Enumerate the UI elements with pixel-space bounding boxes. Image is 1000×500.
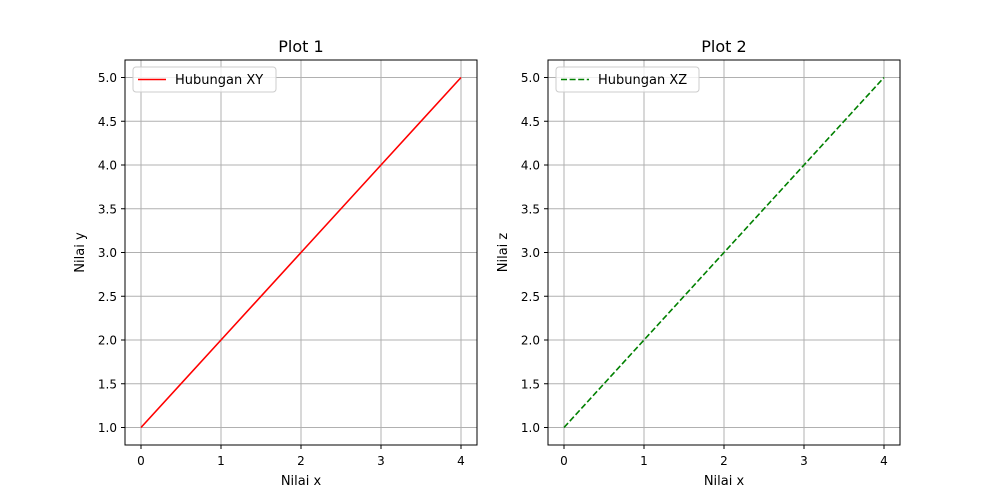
legend: Hubungan XZ [555,66,700,93]
x-tick-label: 4 [457,454,465,468]
y-tick-label: 4.0 [98,159,117,173]
x-tick-label: 3 [800,454,808,468]
y-tick-label: 2.0 [98,334,117,348]
y-tick-label: 4.5 [98,115,117,129]
chart-title: Plot 2 [701,37,746,56]
y-tick-label: 1.5 [521,377,540,391]
subplot-2: 0 1 2 3 4 1.0 1.5 2.0 2.5 3.0 3.5 4.0 4.5 5.0 Plot 2 Ni… [496,37,901,489]
x-axis-label: Nilai x [704,474,745,489]
y-tick-label: 1.5 [98,377,117,391]
y-tick-label: 4.5 [521,115,540,129]
y-tick-label: 3.5 [98,202,117,216]
y-tick-label: 3.5 [521,202,540,216]
legend: Hubungan XY [132,66,277,93]
chart-title: Plot 1 [278,37,323,56]
x-axis-label: Nilai x [281,474,322,489]
y-tick-label: 5.0 [98,71,117,85]
legend-box [555,66,700,93]
y-axis-label: Nilai y [73,232,88,273]
y-axis-label: Nilai z [496,233,511,273]
x-tick-label: 2 [720,454,728,468]
y-tick-label: 3.0 [98,246,117,260]
x-tick-label: 4 [880,454,888,468]
y-tick-label: 4.0 [521,159,540,173]
y-tick-label: 2.5 [98,290,117,304]
y-tick-label: 1.0 [98,421,117,435]
x-tick-label: 3 [377,454,385,468]
legend-box [132,66,277,93]
x-tick-label: 0 [560,454,568,468]
y-tick-label: 3.0 [521,246,540,260]
legend-label: Hubungan XY [175,73,263,88]
y-tick-label: 2.5 [521,290,540,304]
subplot-1: 0 1 2 3 4 1.0 1.5 2.0 2.5 3.0 3.5 4.0 4.5 5.0 Plot 1 Ni… [73,37,478,489]
x-tick-label: 0 [137,454,145,468]
x-tick-label: 2 [297,454,305,468]
y-tick-label: 1.0 [521,421,540,435]
x-tick-label: 1 [640,454,648,468]
legend-label: Hubungan XZ [598,73,687,88]
y-tick-label: 5.0 [521,71,540,85]
x-tick-label: 1 [217,454,225,468]
y-tick-label: 2.0 [521,334,540,348]
